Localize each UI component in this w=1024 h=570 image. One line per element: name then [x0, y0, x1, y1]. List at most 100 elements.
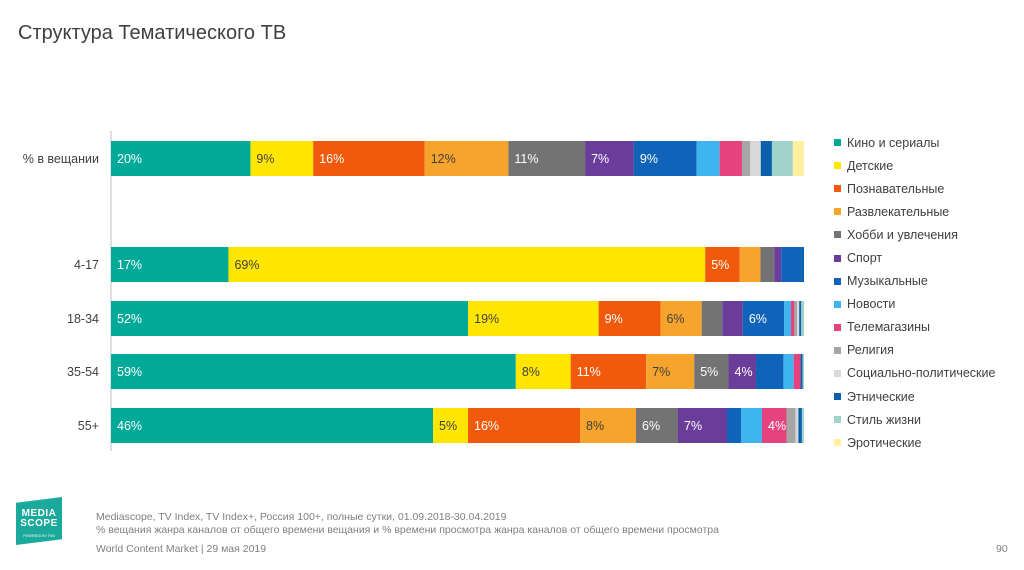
legend-swatch: [834, 439, 841, 447]
legend-item: Социально-политические: [834, 362, 1019, 385]
data-label: 16%: [319, 152, 344, 166]
bar-segment: [696, 141, 720, 176]
bar-segment: [424, 141, 509, 176]
legend-label: Хобби и увлечения: [847, 227, 958, 242]
data-label: 11%: [577, 365, 601, 379]
bar-segment: [760, 247, 775, 282]
bar-segment: [760, 141, 772, 176]
data-label: 59%: [117, 365, 142, 379]
data-label: 46%: [117, 419, 142, 433]
bar-segment: [728, 354, 756, 389]
bar-segment: [508, 141, 586, 176]
bar-segment: [722, 301, 743, 336]
bar-segment: [794, 301, 798, 336]
legend-swatch: [834, 231, 841, 239]
legend-item: Развлекательные: [834, 200, 1019, 223]
data-label: 8%: [586, 419, 604, 433]
legend-swatch: [834, 300, 841, 308]
data-label: 6%: [749, 312, 767, 326]
bar-segment: [801, 408, 804, 443]
bar-segment: [793, 354, 801, 389]
bar-segment: [646, 354, 695, 389]
legend-swatch: [834, 208, 841, 216]
chart-legend: Кино и сериалы Детские Познавательные Развл…: [834, 131, 1019, 454]
bar-segment: [786, 408, 796, 443]
data-label: 9%: [605, 312, 623, 326]
legend-label: Телемагазины: [847, 320, 930, 335]
bar-segment: [802, 354, 804, 389]
legend-swatch: [834, 277, 841, 285]
legend-item: Стиль жизни: [834, 408, 1019, 431]
data-label: 5%: [711, 258, 729, 272]
bar-segment: [633, 141, 697, 176]
bar-segment: [705, 247, 740, 282]
bar-segment: [762, 408, 787, 443]
bar-segment: [727, 408, 741, 443]
bar-segment: [801, 247, 804, 282]
data-label: 69%: [234, 258, 259, 272]
legend-label: Спорт: [847, 251, 883, 266]
legend-item: Музыкальные: [834, 270, 1019, 293]
legend-item: Спорт: [834, 246, 1019, 269]
bar-segment: [781, 247, 802, 282]
legend-item: Детские: [834, 154, 1019, 177]
legend-label: Познавательные: [847, 181, 945, 196]
legend-item: Эротические: [834, 431, 1019, 454]
data-label: 6%: [666, 312, 684, 326]
data-label: 7%: [591, 152, 609, 166]
legend-swatch: [834, 369, 841, 377]
legend-label: Социально-политические: [847, 366, 996, 381]
legend-label: Кино и сериалы: [847, 135, 940, 150]
bar-segment: [701, 301, 723, 336]
bar-segment: [790, 301, 795, 336]
category-label: 4-17: [74, 258, 99, 272]
legend-swatch: [834, 254, 841, 262]
legend-label: Стиль жизни: [847, 412, 921, 427]
data-label: 9%: [256, 152, 274, 166]
data-label: 11%: [514, 152, 538, 166]
bar-segment: [798, 408, 802, 443]
footer-source: Mediascope, TV Index, TV Index+, Россия …: [96, 511, 507, 523]
data-label: 7%: [684, 419, 702, 433]
bar-segment: [660, 301, 702, 336]
bar-segment: [515, 354, 571, 389]
bar-segment: [799, 301, 802, 336]
data-label: 17%: [117, 258, 142, 272]
bar-segment: [742, 301, 785, 336]
bar-segment: [433, 408, 468, 443]
legend-item: Хобби и увлечения: [834, 223, 1019, 246]
bar-segment: [678, 408, 727, 443]
bar-segment: [719, 141, 742, 176]
legend-swatch: [834, 323, 841, 331]
category-label: % в вещании: [23, 152, 99, 166]
bar-segment: [111, 141, 251, 176]
legend-item: Телемагазины: [834, 316, 1019, 339]
legend-label: Детские: [847, 158, 894, 173]
data-label: 5%: [439, 419, 457, 433]
legend-swatch: [834, 393, 841, 401]
bar-segment: [580, 408, 636, 443]
data-label: 19%: [474, 312, 499, 326]
bar-segment: [750, 141, 761, 176]
legend-label: Этнические: [847, 389, 915, 404]
bar-segment: [313, 141, 425, 176]
bar-segment: [797, 301, 800, 336]
legend-swatch: [834, 185, 841, 193]
category-label: 35-54: [67, 365, 99, 379]
bar-segment: [801, 301, 804, 336]
category-label: 55+: [78, 419, 99, 433]
legend-label: Развлекательные: [847, 204, 950, 219]
bar-segment: [783, 354, 794, 389]
legend-swatch: [834, 416, 841, 424]
bar-segment: [755, 354, 784, 389]
bar-segment: [741, 141, 751, 176]
bar-segment: [792, 141, 804, 176]
slide-title: Структура Тематического ТВ: [18, 22, 287, 44]
legend-swatch: [834, 139, 841, 147]
bar-segment: [771, 141, 793, 176]
data-label: 4%: [768, 419, 786, 433]
bar-segment: [250, 141, 314, 176]
page-number: 90: [996, 543, 1008, 555]
data-label: 4%: [735, 365, 753, 379]
data-label: 8%: [522, 365, 540, 379]
